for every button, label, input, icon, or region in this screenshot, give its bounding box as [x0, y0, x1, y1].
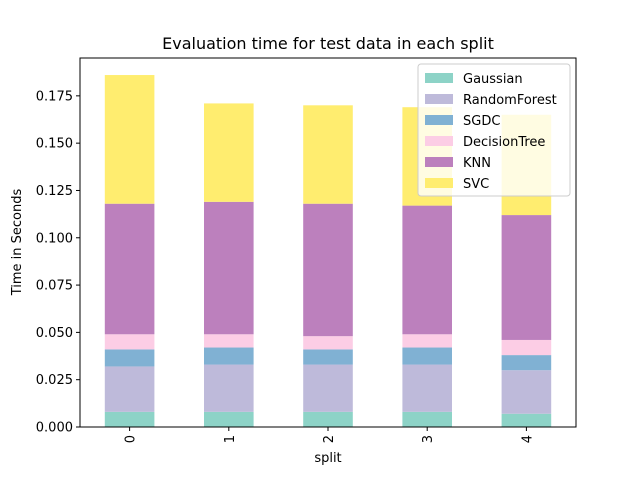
- bar-segment-gaussian-split-3: [402, 411, 452, 427]
- legend-swatch-knn: [425, 157, 453, 167]
- legend-label-sgdc: SGDC: [463, 114, 500, 129]
- y-tick-label: 0.000: [36, 421, 73, 436]
- bar-segment-gaussian-split-4: [501, 413, 552, 427]
- bar-segment-decisiontree-split-2: [303, 336, 353, 350]
- legend-label-svc: SVC: [463, 177, 489, 192]
- bar-segment-decisiontree-split-3: [402, 334, 452, 348]
- legend: Gaussian RandomForest SGDC DecisionTree KNN S…: [417, 63, 571, 197]
- bar-segment-decisiontree-split-0: [104, 334, 155, 350]
- bars-group: [104, 75, 552, 427]
- bar-segment-svc-split-2: [303, 105, 353, 204]
- legend-swatch-sgdc: [425, 115, 453, 125]
- y-tick-label: 0.025: [36, 373, 73, 388]
- bar-segment-sgdc-split-3: [402, 347, 452, 365]
- bar-segment-svc-split-1: [204, 103, 254, 202]
- legend-swatch-decisiontree: [425, 136, 453, 146]
- bar-segment-decisiontree-split-4: [501, 339, 552, 356]
- bar-segment-gaussian-split-0: [104, 411, 155, 427]
- bar-segment-knn-split-1: [204, 201, 254, 335]
- y-axis-title: Time in Seconds: [10, 189, 25, 297]
- legend-swatch-randomforest: [425, 94, 453, 104]
- bar-segment-knn-split-3: [402, 205, 452, 335]
- legend-swatch-gaussian: [425, 73, 453, 83]
- bar-segment-sgdc-split-1: [204, 347, 254, 365]
- y-tick-label: 0.125: [36, 184, 73, 199]
- bar-segment-randomforest-split-3: [402, 364, 452, 412]
- bar-segment-randomforest-split-1: [204, 364, 254, 412]
- bar-segment-decisiontree-split-1: [204, 334, 254, 348]
- y-tick-label: 0.150: [36, 137, 73, 152]
- bar-segment-sgdc-split-0: [104, 349, 155, 367]
- x-tick-label: 3: [421, 435, 436, 443]
- legend-label-knn: KNN: [463, 156, 491, 171]
- x-axis-title: split: [314, 451, 341, 466]
- bar-segment-gaussian-split-2: [303, 411, 353, 427]
- bar-segment-sgdc-split-4: [501, 355, 552, 371]
- x-tick-label: 4: [520, 435, 535, 443]
- bar-segment-knn-split-2: [303, 203, 353, 337]
- x-axis: 0 1 2 3 4: [124, 427, 535, 443]
- y-tick-label: 0.100: [36, 231, 73, 246]
- x-tick-label: 0: [124, 435, 139, 443]
- chart-title: Evaluation time for test data in each sp…: [162, 34, 494, 53]
- bar-segment-gaussian-split-1: [204, 411, 254, 427]
- y-tick-label: 0.175: [36, 89, 73, 104]
- bar-segment-sgdc-split-2: [303, 349, 353, 365]
- legend-label-gaussian: Gaussian: [463, 72, 523, 87]
- y-axis: 0.000 0.025 0.050 0.075 0.100 0.125 0.150 0.175: [36, 89, 80, 436]
- bar-segment-randomforest-split-0: [104, 366, 155, 412]
- x-tick-label: 2: [322, 435, 337, 443]
- bar-segment-knn-split-4: [501, 215, 552, 340]
- bar-segment-svc-split-0: [104, 75, 155, 204]
- x-tick-label: 1: [223, 435, 238, 443]
- legend-label-decisiontree: DecisionTree: [463, 135, 545, 150]
- bar-segment-knn-split-0: [104, 203, 155, 335]
- y-tick-label: 0.050: [36, 326, 73, 341]
- bar-segment-randomforest-split-2: [303, 364, 353, 412]
- legend-swatch-svc: [425, 178, 453, 188]
- y-tick-label: 0.075: [36, 279, 73, 294]
- legend-label-randomforest: RandomForest: [463, 93, 557, 108]
- bar-segment-randomforest-split-4: [501, 370, 552, 414]
- legend-box: [417, 63, 571, 197]
